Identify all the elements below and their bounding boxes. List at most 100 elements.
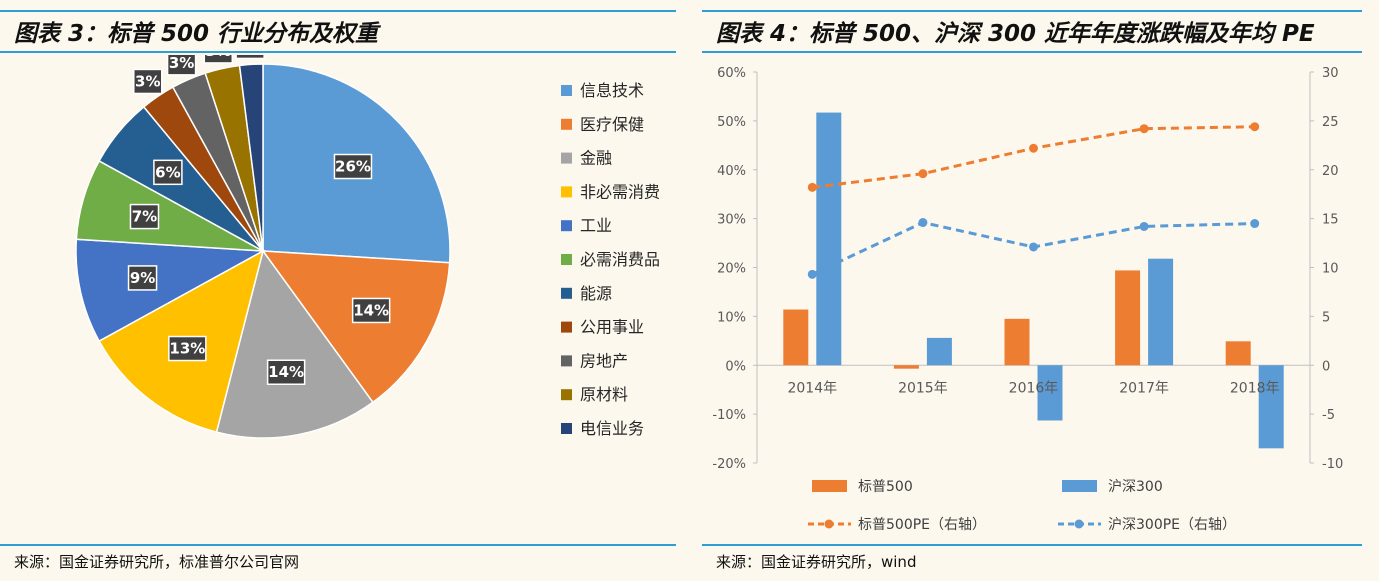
legend-item-1: 信息技术 — [561, 81, 644, 100]
legend-item-3: 标普500PE（右轴） — [808, 517, 986, 533]
pie-data-label-5: 9% — [127, 265, 158, 291]
line-point-1-5 — [1250, 122, 1260, 132]
legend-label: 工业 — [580, 216, 612, 235]
legend-label: 公用事业 — [580, 318, 644, 337]
figure-4-source: 来源：国金证券研究所，wind — [716, 553, 917, 571]
y-tick-label: 30% — [717, 213, 746, 228]
combo-chart-area: -20% -10% 0% 10% 20% 30% 40% 50% 60% -10 -5 0 5 10 15 2… — [702, 55, 1362, 547]
pie-data-label-2: 14% — [351, 297, 391, 324]
bar-2-1 — [816, 112, 842, 366]
pie-data-label-7: 6% — [153, 159, 183, 186]
y-tick-label: 20% — [717, 262, 746, 277]
title-rule — [702, 51, 1362, 53]
svg-text:3%: 3% — [135, 72, 160, 90]
legend-label: 沪深300PE（右轴） — [1108, 517, 1236, 533]
y2-tick-label: 10 — [1322, 262, 1339, 277]
y-tick-label: -10% — [712, 408, 746, 423]
top-rule — [702, 10, 1362, 12]
line-point-2-1 — [807, 269, 817, 279]
bar-2-3 — [1037, 365, 1063, 421]
legend-item-10: 原材料 — [561, 385, 628, 404]
svg-text:14%: 14% — [353, 301, 389, 319]
legend-swatch — [561, 423, 572, 434]
pie-chart: 26% 14% 14% 13% 9% 7% 6% 3% 3% 3% 2% 信息技术医疗保健金融非必需消… — [75, 33, 660, 439]
bar-2-4 — [1148, 258, 1174, 366]
line-point-2-2 — [918, 218, 928, 228]
pie-chart-area: 26% 14% 14% 13% 9% 7% 6% 3% 3% 3% 2% 信息技术医疗保健金融非必需消… — [0, 33, 676, 547]
y-tick-label: 40% — [717, 164, 746, 179]
bar-1-3 — [1004, 318, 1030, 366]
legend-marker — [1074, 519, 1084, 529]
bar-2-2 — [926, 337, 952, 366]
legend-swatch — [561, 152, 572, 164]
legend-label: 信息技术 — [580, 81, 644, 100]
pie-slice-11 — [238, 63, 264, 252]
bar-2-5 — [1258, 365, 1284, 449]
y-tick-label: 0% — [725, 359, 746, 374]
legend-item-6: 必需消费品 — [561, 250, 660, 269]
legend-swatch — [561, 389, 572, 401]
x-tick-label: 2017年 — [1119, 380, 1169, 396]
x-tick-label: 2015年 — [898, 380, 948, 396]
legend-swatch — [561, 220, 572, 232]
svg-text:7%: 7% — [132, 208, 157, 226]
pie-slice-2 — [261, 250, 451, 404]
legend-swatch — [561, 85, 572, 96]
bar-1-1 — [783, 309, 809, 366]
legend-swatch — [561, 186, 572, 198]
legend-item-7: 能源 — [561, 284, 612, 303]
legend-item-2: 沪深300 — [1062, 479, 1163, 495]
legend-item-5: 工业 — [561, 216, 612, 235]
bottom-rule — [702, 544, 1362, 546]
legend-swatch — [561, 321, 572, 333]
x-tick-label: 2016年 — [1009, 380, 1059, 396]
bottom-rule — [0, 544, 676, 546]
pie-slice-3 — [215, 249, 374, 439]
legend-item-3: 金融 — [561, 149, 612, 168]
pie-data-label-10: 3% — [203, 38, 234, 64]
legend-label: 沪深300 — [1108, 479, 1163, 495]
line-series-1 — [812, 125, 1255, 189]
y-tick-label: 10% — [717, 310, 746, 325]
figure-4-title: 图表 4：标普 500、沪深 300 近年年度涨跌幅及年均 PE — [716, 21, 1315, 47]
pie-data-label-9: 3% — [166, 50, 197, 76]
pie-data-label-8: 3% — [133, 68, 163, 95]
legend-swatch — [561, 254, 572, 265]
x-tick-label: 2014年 — [787, 380, 837, 396]
y2-tick-label: 25 — [1322, 115, 1339, 130]
title-rule — [0, 51, 676, 53]
legend-item-8: 公用事业 — [561, 318, 644, 337]
bar-1-2 — [893, 365, 919, 369]
figure-4-panel: 图表 4：标普 500、沪深 300 近年年度涨跌幅及年均 PE -20% -10… — [702, 0, 1362, 581]
legend-item-9: 房地产 — [561, 351, 628, 370]
legend-swatch — [561, 118, 572, 130]
legend-swatch — [1062, 480, 1097, 492]
y-tick-label: -20% — [712, 457, 746, 472]
line-point-2-5 — [1250, 219, 1260, 229]
legend-label: 电信业务 — [580, 419, 644, 438]
legend-label: 标普500PE（右轴） — [858, 517, 986, 533]
legend-label: 金融 — [580, 149, 612, 168]
pie-data-label-11: 2% — [235, 33, 265, 60]
figure-3-panel: 图表 3：标普 500 行业分布及权重 26% 14% 14% 13% 9% 7% 6% 3%… — [0, 0, 676, 581]
svg-text:3%: 3% — [206, 55, 231, 60]
y-tick-label: 50% — [717, 115, 746, 130]
y2-tick-label: -5 — [1322, 408, 1335, 423]
legend-item-11: 电信业务 — [561, 419, 644, 438]
legend-label: 医疗保健 — [580, 115, 644, 134]
legend-item-4: 沪深300PE（右轴） — [1058, 517, 1236, 533]
combo-chart: -20% -10% 0% 10% 20% 30% 40% 50% 60% -10 -5 0 5 10 15 2… — [712, 66, 1343, 533]
line-point-2-3 — [1029, 242, 1038, 252]
figure-3-source: 来源：国金证券研究所，标准普尔公司官网 — [14, 553, 300, 571]
legend-item-2: 医疗保健 — [561, 115, 644, 134]
pie-data-label-4: 13% — [168, 335, 207, 362]
legend-item-1: 标普500 — [812, 479, 913, 495]
bar-1-5 — [1225, 341, 1251, 366]
figure-3-title: 图表 3：标普 500 行业分布及权重 — [14, 21, 379, 47]
legend-swatch — [561, 355, 572, 367]
x-tick-label: 2018年 — [1230, 380, 1280, 396]
pie-slice-5 — [75, 238, 266, 343]
line-point-2-4 — [1139, 221, 1149, 231]
pie-data-label-1: 26% — [333, 153, 373, 180]
pie-data-label-6: 7% — [129, 203, 160, 230]
